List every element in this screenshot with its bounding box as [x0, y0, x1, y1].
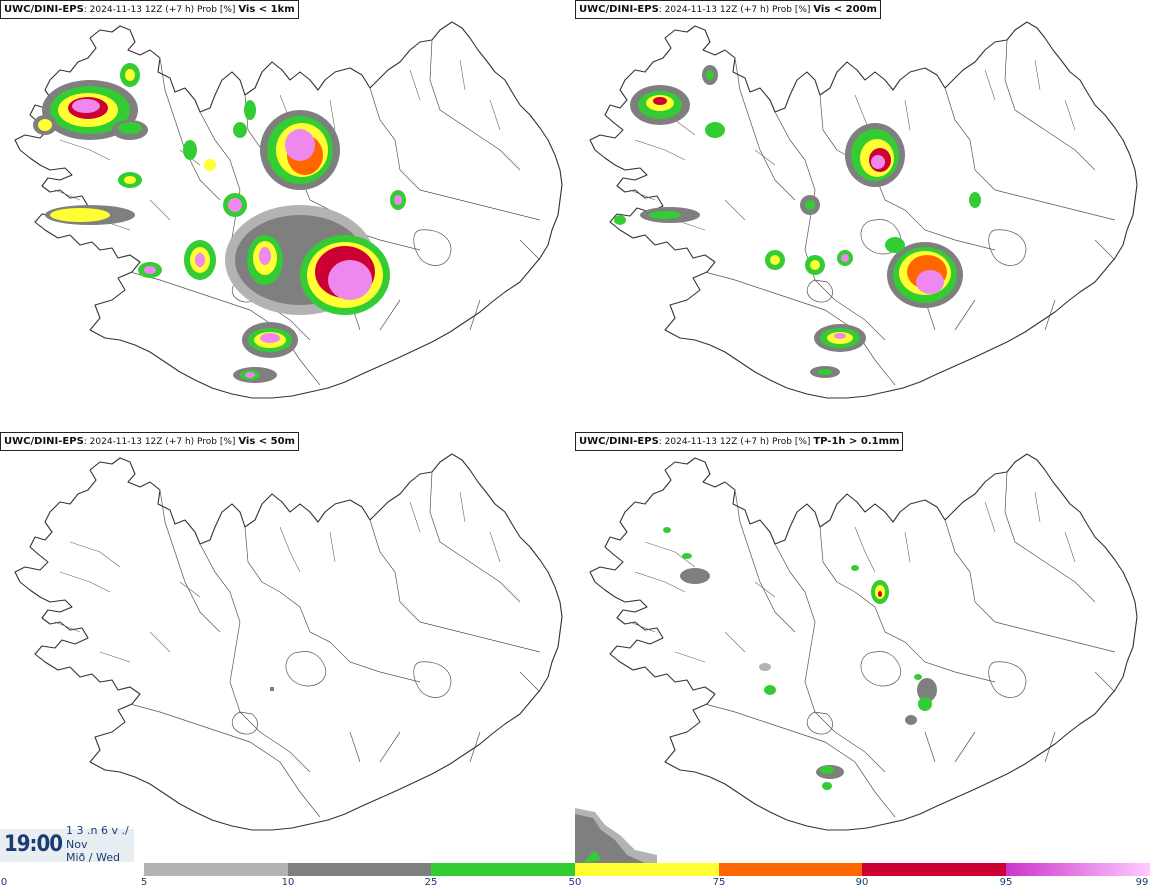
panel-title: UWC/DINI-EPS: 2024-11-13 12Z (+7 h) Prob…	[0, 0, 299, 19]
fog-probability-area	[45, 172, 406, 315]
fog-probability-area	[233, 322, 298, 383]
colorbar-tick: 90	[855, 877, 869, 888]
colorbar-segment-50-75	[575, 863, 719, 876]
valid-date-weekday: Mið / Wed	[66, 851, 120, 864]
probability-map	[14, 453, 563, 831]
colorbar-tick: 10	[281, 877, 295, 888]
valid-time-clock: 19:00	[4, 832, 63, 857]
valid-date-line-1: 1 3 .n 6 v ./	[66, 824, 129, 837]
map-panel-vis-1km: UWC/DINI-EPS: 2024-11-13 12Z (+7 h) Prob…	[0, 0, 575, 430]
precip-probability-area	[575, 808, 657, 863]
probability-map	[589, 453, 1138, 831]
precip-probability-area	[663, 527, 937, 790]
panel-title: UWC/DINI-EPS: 2024-11-13 12Z (+7 h) Prob…	[0, 432, 299, 451]
colorbar-tick: 95	[999, 877, 1013, 888]
colorbar-segment-25-50	[431, 863, 575, 876]
colorbar-tick: 25	[424, 877, 438, 888]
fog-probability-area	[845, 123, 905, 187]
fog-probability-area	[270, 687, 274, 691]
colorbar-segment-95-99	[1006, 863, 1150, 876]
colorbar-tick: 75	[712, 877, 726, 888]
colorbar-tick: 0	[0, 877, 8, 888]
fog-probability-area	[614, 192, 981, 308]
map-panel-vis-200m: UWC/DINI-EPS: 2024-11-13 12Z (+7 h) Prob…	[575, 0, 1150, 430]
colorbar-tick: 50	[568, 877, 582, 888]
colorbar-segment-90-95	[862, 863, 1006, 876]
map-panel-precip: UWC/DINI-EPS: 2024-11-13 12Z (+7 h) Prob…	[575, 432, 1150, 862]
colorbar-tick: 99	[1135, 877, 1149, 888]
colorbar-segment-75-90	[719, 863, 862, 876]
colorbar-tick: 5	[140, 877, 148, 888]
fog-probability-area	[810, 324, 866, 378]
panel-title: UWC/DINI-EPS: 2024-11-13 12Z (+7 h) Prob…	[575, 432, 904, 451]
fog-probability-area	[183, 100, 340, 190]
panel-title: UWC/DINI-EPS: 2024-11-13 12Z (+7 h) Prob…	[575, 0, 881, 19]
probability-map	[14, 21, 563, 399]
fog-probability-area	[33, 63, 148, 140]
colorbar-segment-10-25	[288, 863, 431, 876]
map-panel-vis-50m: UWC/DINI-EPS: 2024-11-13 12Z (+7 h) Prob…	[0, 432, 575, 862]
valid-date-month: Nov	[66, 838, 88, 851]
colorbar-segment-5-10	[144, 863, 288, 876]
valid-time-box: 19:00 1 3 .n 6 v ./ Nov Mið / Wed	[0, 825, 134, 864]
probability-colorbar	[144, 863, 1150, 876]
colorbar-ticks: 0 5 10 25 50 75 90 95 99	[0, 877, 1150, 891]
fog-probability-area	[630, 65, 725, 138]
probability-map	[589, 21, 1138, 399]
